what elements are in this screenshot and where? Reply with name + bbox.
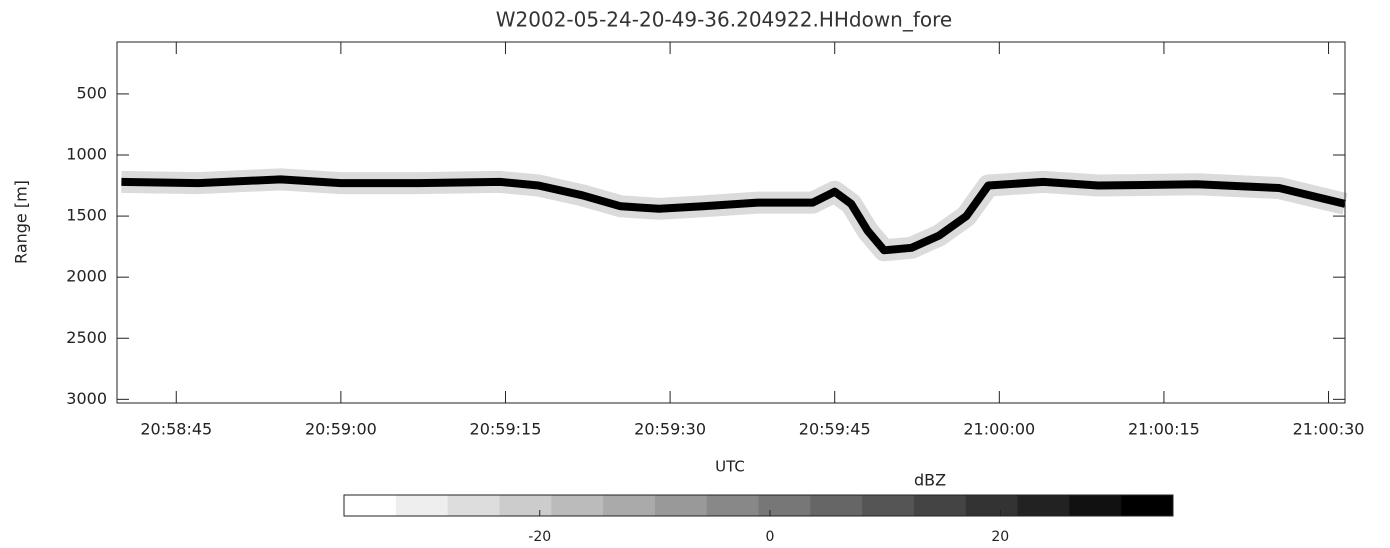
chart: W2002-05-24-20-49-36.204922.HHdown_fore … — [0, 0, 1390, 548]
colorbar-tick-label: 20 — [991, 529, 1009, 545]
y-tick-label: 1000 — [66, 145, 107, 164]
colorbar-tick-label: 0 — [766, 529, 775, 545]
x-axis-label: UTC — [715, 458, 745, 476]
y-tick-label: 2000 — [66, 267, 107, 286]
y-tick-label: 3000 — [66, 389, 107, 408]
x-tick-label: 21:00:00 — [963, 420, 1035, 439]
colorbar-bin — [862, 495, 914, 516]
y-tick-label: 500 — [76, 83, 107, 102]
colorbar-bin — [448, 495, 500, 516]
colorbar-bin — [499, 495, 551, 516]
colorbar-tick-label: -20 — [528, 529, 551, 545]
y-axis-label: Range [m] — [12, 180, 31, 264]
x-tick-label: 20:59:30 — [634, 420, 706, 439]
x-tick-label: 20:59:15 — [470, 420, 542, 439]
y-tick-label: 2500 — [66, 328, 107, 347]
colorbar-bin — [759, 495, 811, 516]
chart-title: W2002-05-24-20-49-36.204922.HHdown_fore — [496, 8, 952, 32]
colorbar-bin — [966, 495, 1018, 516]
colorbar-bin — [396, 495, 448, 516]
colorbar-bin — [810, 495, 862, 516]
colorbar-bin — [344, 495, 396, 516]
x-tick-label: 20:58:45 — [140, 420, 212, 439]
colorbar-bin — [603, 495, 655, 516]
colorbar-bin — [914, 495, 966, 516]
x-tick-label: 21:00:15 — [1128, 420, 1200, 439]
y-tick-label: 1500 — [66, 206, 107, 225]
plot-frame — [117, 42, 1345, 403]
colorbar-label: dBZ — [914, 471, 946, 490]
x-tick-label: 20:59:45 — [799, 420, 871, 439]
x-tick-label: 20:59:00 — [305, 420, 377, 439]
x-tick-label: 21:00:30 — [1293, 420, 1365, 439]
colorbar-bin — [551, 495, 603, 516]
colorbar-bin — [1018, 495, 1070, 516]
page: {"chart_data": { "type": "line", "title"… — [0, 0, 1390, 548]
echo-halo — [121, 179, 1345, 250]
colorbar-bin — [655, 495, 707, 516]
colorbar-bin — [707, 495, 759, 516]
colorbar-bin — [1121, 495, 1173, 516]
colorbar-bin — [1069, 495, 1121, 516]
